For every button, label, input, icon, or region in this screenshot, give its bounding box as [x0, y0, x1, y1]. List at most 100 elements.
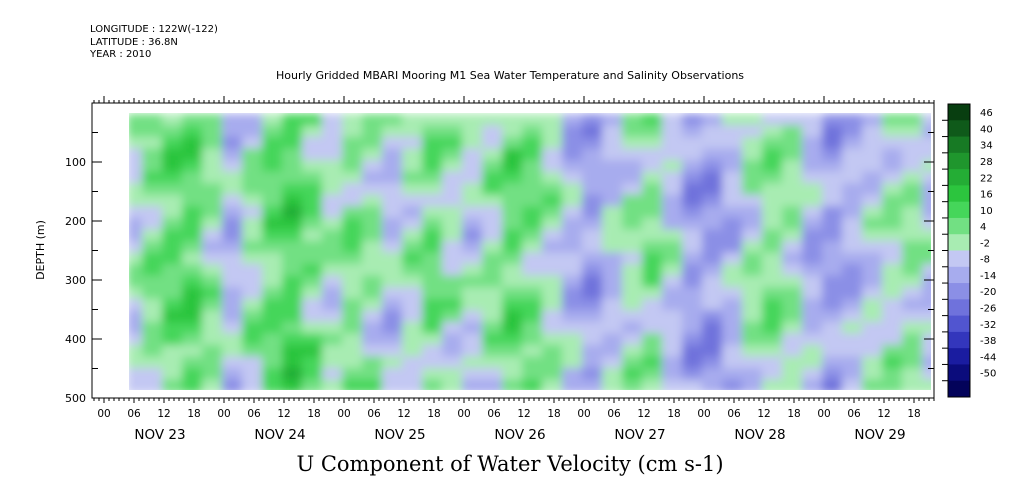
- field-cell: [502, 298, 526, 313]
- field-cell: [262, 264, 286, 278]
- field-cell: [542, 240, 566, 255]
- field-cell: [242, 206, 266, 220]
- field-cell: [582, 275, 606, 290]
- field-cell: [342, 229, 366, 243]
- field-cell: [802, 136, 826, 151]
- field-cell: [362, 298, 386, 313]
- field-cell: [722, 183, 746, 197]
- field-cell: [182, 379, 206, 390]
- x-hour-tick-label: 18: [787, 408, 800, 420]
- field-cell: [402, 171, 426, 186]
- field-cell: [342, 298, 366, 313]
- field-cell: [129, 240, 146, 255]
- field-cell: [602, 379, 626, 390]
- field-cell: [902, 333, 926, 347]
- field-cell: [902, 136, 926, 151]
- field-cell: [902, 275, 926, 290]
- field-cell: [302, 113, 326, 128]
- field-cell: [262, 183, 286, 197]
- field-cell: [882, 125, 906, 139]
- field-cell: [282, 136, 306, 151]
- field-cell: [562, 125, 586, 139]
- field-cell: [722, 264, 746, 278]
- field-cell: [129, 264, 146, 278]
- field-cell: [442, 333, 466, 347]
- x-hour-tick-label: 00: [217, 408, 230, 420]
- field-cell: [542, 379, 566, 390]
- field-cell: [402, 125, 426, 139]
- field-cell: [482, 321, 506, 336]
- colorbar-swatch: [948, 364, 970, 382]
- field-cell: [642, 160, 666, 174]
- field-cell: [202, 194, 226, 209]
- field-cell: [462, 113, 486, 128]
- field-cell: [802, 367, 826, 382]
- field-cell: [129, 194, 146, 209]
- field-cell: [362, 136, 386, 151]
- field-cell: [242, 113, 266, 128]
- field-cell: [882, 160, 906, 174]
- field-cell: [802, 183, 826, 197]
- field-cell: [782, 321, 806, 336]
- field-cell: [782, 310, 806, 324]
- field-cell: [162, 206, 186, 220]
- field-cell: [462, 298, 486, 313]
- field-cell: [802, 264, 826, 278]
- field-cell: [142, 125, 166, 139]
- field-cell: [522, 298, 546, 313]
- field-cell: [802, 344, 826, 359]
- field-cell: [922, 240, 931, 255]
- field-cell: [362, 160, 386, 174]
- field-cell: [922, 229, 931, 243]
- field-cell: [702, 171, 726, 186]
- field-cell: [482, 344, 506, 359]
- field-cell: [662, 252, 686, 267]
- field-cell: [602, 136, 626, 151]
- field-cell: [202, 148, 226, 163]
- field-cell: [362, 206, 386, 220]
- field-cell: [502, 136, 526, 151]
- field-cell: [922, 148, 931, 163]
- field-cell: [182, 310, 206, 324]
- field-cell: [422, 194, 446, 209]
- field-cell: [422, 356, 446, 370]
- field-cell: [362, 229, 386, 243]
- field-cell: [242, 183, 266, 197]
- field-cell: [302, 367, 326, 382]
- field-cell: [862, 379, 886, 390]
- field-cell: [622, 367, 646, 382]
- field-cell: [862, 194, 886, 209]
- field-cell: [522, 264, 546, 278]
- field-cell: [402, 356, 426, 370]
- colorbar-swatch: [948, 315, 970, 333]
- field-cell: [502, 310, 526, 324]
- field-cell: [462, 240, 486, 255]
- field-cell: [202, 217, 226, 232]
- field-cell: [902, 160, 926, 174]
- field-cell: [142, 206, 166, 220]
- field-cell: [422, 367, 446, 382]
- field-cell: [602, 356, 626, 370]
- field-cell: [842, 321, 866, 336]
- field-cell: [642, 252, 666, 267]
- field-cell: [902, 183, 926, 197]
- field-cell: [802, 333, 826, 347]
- field-cell: [862, 183, 886, 197]
- field-cell: [422, 240, 446, 255]
- field-cell: [782, 344, 806, 359]
- field-cell: [302, 321, 326, 336]
- field-cell: [682, 183, 706, 197]
- x-day-label: NOV 24: [254, 427, 305, 443]
- field-cell: [922, 298, 931, 313]
- field-cell: [202, 356, 226, 370]
- field-cell: [742, 148, 766, 163]
- field-cell: [362, 148, 386, 163]
- field-cell: [382, 113, 406, 128]
- field-cell: [742, 367, 766, 382]
- field-cell: [862, 333, 886, 347]
- field-cell: [262, 160, 286, 174]
- field-cell: [342, 113, 366, 128]
- axes: 00 06 12 18 00 06 12 18 00 06 12 18 00 06 12 18 00 06 12 18…: [65, 96, 935, 443]
- field-cell: [522, 229, 546, 243]
